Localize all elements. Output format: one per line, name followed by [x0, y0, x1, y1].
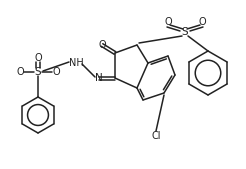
Text: NH: NH	[69, 58, 83, 68]
Text: O: O	[16, 67, 24, 77]
Text: Cl: Cl	[151, 131, 161, 141]
Text: S: S	[182, 27, 188, 37]
Text: O: O	[98, 40, 106, 50]
Text: O: O	[52, 67, 60, 77]
Text: O: O	[164, 17, 172, 27]
Text: S: S	[35, 67, 41, 77]
Text: O: O	[34, 53, 42, 63]
Text: O: O	[198, 17, 206, 27]
Text: N: N	[95, 73, 103, 83]
